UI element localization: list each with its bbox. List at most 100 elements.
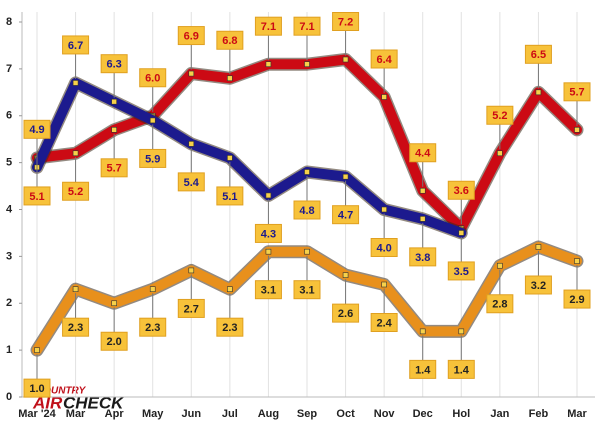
point-marker xyxy=(304,248,310,255)
label-box xyxy=(100,331,128,351)
point-marker xyxy=(574,127,580,133)
point-marker xyxy=(265,248,272,255)
data-label: 5.7 xyxy=(106,163,121,175)
data-label: 6.0 xyxy=(145,73,160,85)
data-label: 2.0 xyxy=(106,336,121,348)
point-marker xyxy=(574,258,580,264)
point-marker xyxy=(497,150,503,157)
label-box xyxy=(216,317,244,337)
point-marker xyxy=(497,262,503,269)
label-box xyxy=(563,289,591,309)
label-box xyxy=(139,148,167,168)
data-label: 1.4 xyxy=(454,364,470,376)
x-tick-label: Apr xyxy=(105,408,125,420)
data-label: 5.1 xyxy=(29,191,44,203)
data-label: 1.4 xyxy=(415,364,431,376)
data-label: 2.3 xyxy=(145,322,160,334)
label-box xyxy=(139,317,167,337)
data-label: 2.9 xyxy=(569,294,584,306)
data-label: 2.3 xyxy=(222,322,237,334)
data-label: 6.9 xyxy=(184,30,199,42)
x-tick-label: Jun xyxy=(182,408,202,420)
x-tick-label: Sep xyxy=(297,408,317,420)
data-label: 2.3 xyxy=(68,322,83,334)
data-label: 4.4 xyxy=(415,148,431,160)
label-box xyxy=(332,205,360,225)
data-label: 4.3 xyxy=(261,228,276,240)
label-box xyxy=(563,82,591,102)
data-label: 6.4 xyxy=(376,54,392,66)
point-marker xyxy=(342,272,349,278)
y-tick-label: 2 xyxy=(6,297,12,309)
label-box xyxy=(370,238,398,257)
data-label: 6.8 xyxy=(222,35,237,47)
data-label: 7.2 xyxy=(338,16,353,28)
y-tick-label: 1 xyxy=(6,344,12,356)
data-label: 5.2 xyxy=(492,110,507,122)
point-marker xyxy=(458,328,465,335)
x-tick-label: May xyxy=(142,408,164,420)
point-marker xyxy=(149,286,156,292)
y-tick-label: 5 xyxy=(6,157,12,169)
data-label: 6.3 xyxy=(106,59,121,71)
point-marker xyxy=(227,155,233,161)
x-tick-label: Hol xyxy=(452,408,470,420)
label-box xyxy=(293,200,321,220)
data-label: 7.1 xyxy=(261,21,276,33)
label-box xyxy=(254,223,282,243)
data-label: 5.9 xyxy=(145,153,160,165)
label-box xyxy=(23,378,51,398)
data-label: 6.7 xyxy=(68,40,83,52)
label-box xyxy=(216,186,244,206)
data-label: 4.8 xyxy=(299,205,314,217)
point-marker xyxy=(72,80,79,86)
y-tick-label: 0 xyxy=(6,391,12,403)
data-label: 7.1 xyxy=(299,21,314,33)
data-label: 3.6 xyxy=(454,185,469,197)
label-box xyxy=(524,44,552,64)
point-marker xyxy=(188,141,195,147)
point-marker xyxy=(265,61,272,67)
label-box xyxy=(409,247,437,267)
label-box xyxy=(254,16,282,36)
x-tick-label: Mar xyxy=(567,408,587,420)
label-box xyxy=(409,359,437,379)
data-label: 2.7 xyxy=(184,303,199,315)
label-box xyxy=(254,280,282,300)
point-marker xyxy=(227,75,233,82)
y-tick-label: 4 xyxy=(6,203,13,215)
point-marker xyxy=(111,127,117,133)
label-box xyxy=(62,317,90,337)
series-line xyxy=(32,77,467,238)
label-box xyxy=(370,313,398,332)
x-tick-label: Jul xyxy=(222,408,238,420)
data-label: 3.1 xyxy=(261,285,276,297)
point-marker xyxy=(342,56,349,63)
point-marker xyxy=(188,70,195,77)
label-box xyxy=(177,298,205,318)
point-marker xyxy=(227,286,233,292)
point-marker xyxy=(304,61,310,67)
label-box xyxy=(62,181,90,201)
point-marker xyxy=(419,187,426,194)
label-box xyxy=(332,12,360,31)
point-marker xyxy=(419,216,426,222)
point-marker xyxy=(265,192,272,199)
logo-check: CHECK xyxy=(63,393,125,412)
point-marker xyxy=(111,98,117,105)
data-label: 6.5 xyxy=(531,49,546,61)
x-tick-label: Feb xyxy=(529,408,549,420)
x-tick-label: Nov xyxy=(374,408,396,420)
label-box xyxy=(409,143,437,163)
label-box xyxy=(293,16,321,36)
logo-air: AIR xyxy=(32,393,63,412)
label-box xyxy=(216,30,244,50)
point-marker xyxy=(419,328,426,335)
label-box xyxy=(177,26,205,46)
data-label: 1.0 xyxy=(29,383,44,395)
data-label: 3.8 xyxy=(415,252,430,264)
label-box xyxy=(486,294,514,314)
data-label: 4.0 xyxy=(376,242,391,254)
data-label: 3.1 xyxy=(299,285,314,297)
